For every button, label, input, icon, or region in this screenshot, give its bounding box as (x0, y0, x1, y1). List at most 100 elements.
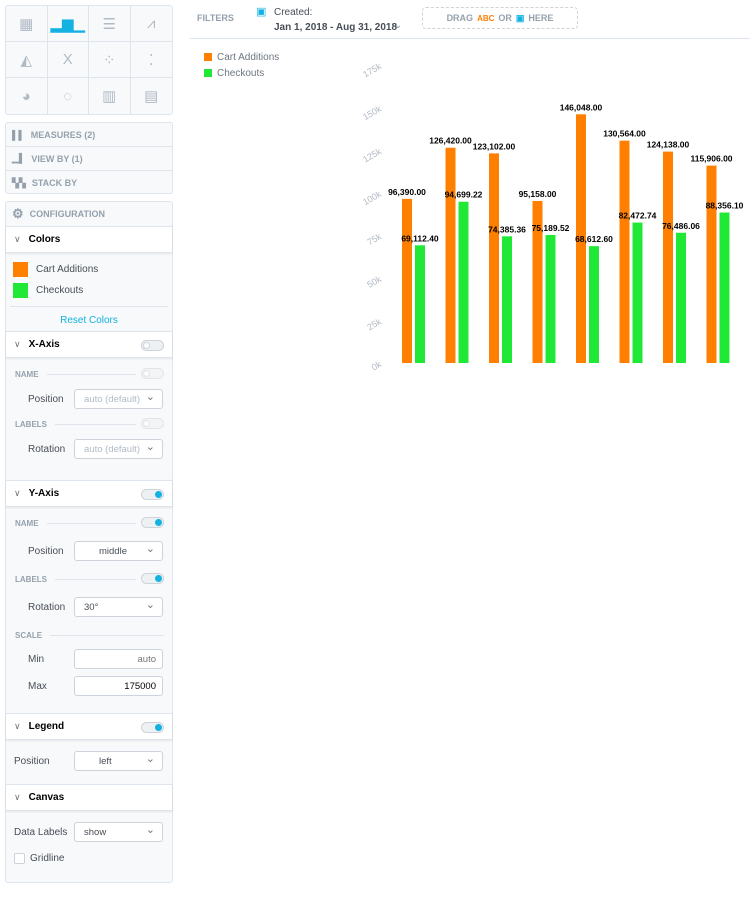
data-label: 123,102.00 (473, 141, 516, 151)
y-axis-section-header[interactable]: ∨ Y-Axis (6, 480, 172, 507)
bar-checkouts[interactable] (632, 222, 643, 363)
treemap-icon[interactable]: ▥ (89, 78, 131, 114)
stack-by-label: STACK BY (31, 178, 78, 188)
measures-label: MEASURES (2) (30, 129, 96, 140)
y-axis-position-select[interactable]: middle (74, 541, 163, 561)
legend-toggle[interactable] (141, 722, 164, 733)
y-axis-name-toggle[interactable] (141, 517, 164, 528)
y-tick-label: 125k (361, 146, 383, 165)
x-axis-title: X-Axis (28, 339, 60, 350)
chevron-down-icon: ∨ (14, 234, 21, 244)
legend-item-cart-additions[interactable]: Cart Additions (204, 49, 279, 65)
x-axis-labels-label: LABELS (15, 419, 47, 429)
data-label: 74,385.36 (488, 224, 526, 234)
bar-icon[interactable]: ☰ (89, 6, 131, 42)
y-axis-max-input[interactable] (74, 676, 163, 696)
y-axis-min-label: Min (28, 653, 45, 665)
chevron-down-icon: ⌄ (394, 20, 403, 31)
bar-cart-additions[interactable] (663, 151, 673, 363)
legend-label: Checkouts (217, 67, 265, 79)
legend-position-select[interactable]: left (74, 751, 163, 771)
x-axis-toggle[interactable] (141, 340, 164, 351)
bar-checkouts[interactable] (502, 236, 512, 363)
y-axis-labels-subheader: LABELS (6, 569, 172, 589)
x-axis-rotation-select[interactable]: auto (default) (74, 439, 163, 459)
x-axis-position-select[interactable]: auto (default) (74, 389, 163, 409)
y-axis-scale-subheader: SCALE (6, 625, 172, 645)
x-axis-labels-toggle[interactable] (141, 418, 164, 429)
y-tick-label: 75k (365, 231, 383, 247)
y-tick-label: 100k (361, 189, 383, 208)
stack-by-icon: ▚▚ (12, 177, 26, 188)
data-label: 75,189.52 (532, 223, 570, 233)
legend-section-header[interactable]: ∨ Legend (6, 713, 172, 740)
data-label: 76,486.06 (662, 221, 700, 231)
gridline-checkbox[interactable] (14, 852, 25, 864)
bar-cart-additions[interactable] (706, 165, 717, 363)
chevron-down-icon: ∨ (14, 488, 21, 498)
x-axis-section-header[interactable]: ∨ X-Axis (6, 331, 172, 358)
drop-zone-drag: DRAG (446, 13, 474, 23)
stack-by-bucket[interactable]: ▚▚ STACK BY (6, 171, 172, 195)
bar-checkouts[interactable] (589, 246, 599, 363)
bar-checkouts[interactable] (458, 201, 469, 363)
bar-cart-additions[interactable] (445, 147, 456, 363)
canvas-title: Canvas (28, 792, 65, 803)
area-icon[interactable]: ◭ (6, 42, 48, 78)
reset-colors-link[interactable]: Reset Colors (60, 315, 118, 326)
bar-cart-additions[interactable] (532, 200, 543, 363)
legend-swatch (204, 69, 212, 77)
heatmap-icon[interactable]: ▤ (144, 88, 159, 105)
scatter-icon[interactable]: ⁘ (89, 42, 131, 78)
y-axis-rotation-select[interactable]: 30° (74, 597, 163, 617)
data-label: 82,472.74 (619, 211, 657, 221)
bar-cart-additions[interactable] (402, 198, 412, 363)
y-tick-label: 150k (361, 103, 383, 122)
legend-item-checkouts[interactable]: Checkouts (204, 65, 279, 81)
y-axis-scale-label: SCALE (15, 630, 43, 640)
colors-section-header[interactable]: ∨ Colors (6, 226, 172, 253)
bar-checkouts[interactable] (676, 232, 686, 363)
column-icon[interactable]: ▂▆▁ (47, 6, 89, 42)
bar-cart-additions[interactable] (576, 114, 586, 363)
headline-icon[interactable]: X (47, 42, 89, 78)
color-swatch[interactable] (13, 261, 28, 277)
donut-icon[interactable]: ◌ (48, 78, 89, 114)
bar-checkouts[interactable] (545, 234, 556, 363)
data-label: 124,138.00 (647, 140, 690, 150)
y-axis-name-label: NAME (15, 518, 39, 528)
x-axis-name-toggle[interactable] (141, 368, 164, 379)
data-label: 95,158.00 (519, 189, 557, 199)
y-axis-min-input[interactable] (74, 649, 163, 669)
drop-zone-or: OR (498, 13, 512, 23)
legend-position-label: Position (14, 755, 50, 767)
bubble-icon[interactable]: ⁚ (130, 42, 172, 78)
pie-icon[interactable]: ◕ (6, 78, 48, 114)
view-by-icon: ▁▌ (12, 153, 26, 163)
filter-drop-zone[interactable]: DRAG ABC OR ▣ HERE (422, 7, 578, 29)
data-labels-label: Data Labels (14, 826, 68, 838)
bar-checkouts[interactable] (719, 212, 730, 363)
x-axis-name-label: NAME (15, 369, 39, 379)
bar-cart-additions[interactable] (619, 140, 630, 363)
buckets: ▌▌ MEASURES (2) ▁▌ VIEW BY (1) ▚▚ STACK BY (5, 122, 173, 194)
y-axis-toggle[interactable] (141, 489, 164, 500)
x-axis-labels-subheader: LABELS (6, 414, 172, 434)
table-icon[interactable]: ▦ (6, 6, 48, 42)
data-label: 68,612.60 (575, 234, 613, 244)
line-icon[interactable]: ⩘ (130, 6, 172, 42)
bar-checkouts[interactable] (415, 245, 425, 363)
data-labels-select[interactable]: show (74, 822, 163, 842)
chevron-down-icon: ∨ (14, 721, 21, 731)
colors-title: Colors (28, 234, 61, 245)
bar-cart-additions[interactable] (489, 153, 499, 363)
filters-label: FILTERS (197, 13, 234, 23)
view-by-bucket[interactable]: ▁▌ VIEW BY (1) (6, 147, 172, 171)
configuration-header[interactable]: ⚙ CONFIGURATION (6, 202, 172, 226)
color-swatch[interactable] (13, 282, 28, 298)
y-axis-labels-label: LABELS (15, 574, 47, 584)
legend-label: Cart Additions (217, 51, 280, 63)
y-axis-labels-toggle[interactable] (141, 573, 164, 584)
canvas-section-header[interactable]: ∨ Canvas (6, 784, 172, 811)
measures-bucket[interactable]: ▌▌ MEASURES (2) (6, 123, 172, 147)
